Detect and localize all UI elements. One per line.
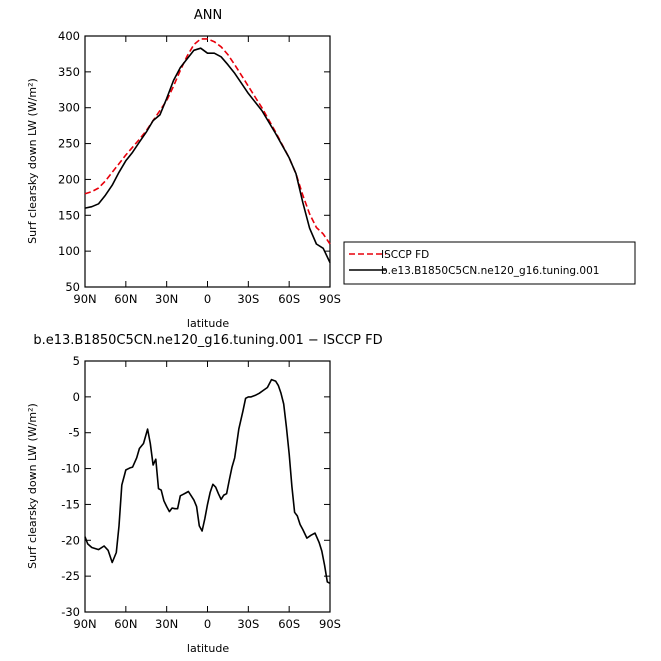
top-y-tick-label: 200 bbox=[58, 172, 80, 186]
bottom-y-tick-label: -25 bbox=[61, 569, 80, 583]
bottom-x-axis-label: latitude bbox=[187, 642, 229, 655]
legend-label-isccp: ISCCP FD bbox=[381, 249, 429, 261]
top-y-tick-label: 350 bbox=[58, 65, 80, 79]
top-y-tick-label: 50 bbox=[65, 280, 80, 294]
bottom-y-axis-label: Surf clearsky down LW (W/m²) bbox=[26, 403, 39, 569]
top-x-tick-label: 30N bbox=[155, 292, 178, 306]
top-x-tick-label: 60N bbox=[114, 292, 137, 306]
top-x-tick-label: 30S bbox=[237, 292, 259, 306]
bottom-y-tick-label: 5 bbox=[73, 354, 80, 368]
top-chart: ANN 90N 60N 30N 0 30S 60S 90S 50 100 150 200 250 30… bbox=[26, 8, 341, 330]
bottom-y-tick-label: -20 bbox=[61, 533, 80, 547]
top-y-tick-label: 250 bbox=[58, 137, 80, 151]
legend-box bbox=[343, 241, 636, 285]
bottom-y-ticks: -30 -25 -20 -15 -10 -5 0 5 bbox=[61, 354, 330, 619]
bottom-x-tick-label: 90S bbox=[319, 617, 341, 631]
top-plot-frame bbox=[84, 35, 331, 288]
top-y-tick-label: 150 bbox=[58, 208, 80, 222]
top-x-axis-label: latitude bbox=[187, 317, 229, 330]
top-x-tick-label: 90S bbox=[319, 292, 341, 306]
top-series-line-1 bbox=[84, 47, 331, 263]
top-y-ticks: 50 100 150 200 250 300 350 400 bbox=[58, 29, 330, 294]
bottom-y-tick-label: -10 bbox=[61, 462, 80, 476]
top-y-tick-label: 100 bbox=[58, 244, 80, 258]
bottom-chart: b.e13.B1850C5CN.ne120_g16.tuning.001 − I… bbox=[26, 333, 383, 655]
bottom-y-tick-label: -5 bbox=[69, 426, 80, 440]
bottom-x-ticks: 90N 60N 30N 0 30S 60S 90S bbox=[73, 361, 341, 631]
top-series-line-0 bbox=[84, 38, 331, 245]
bottom-x-tick-label: 60S bbox=[278, 617, 300, 631]
legend: ISCCP FD b.e13.B1850C5CN.ne120_g16.tunin… bbox=[343, 241, 636, 285]
bottom-series-line-0 bbox=[84, 378, 331, 585]
bottom-x-tick-label: 0 bbox=[204, 617, 211, 631]
top-y-axis-label: Surf clearsky down LW (W/m²) bbox=[26, 78, 39, 244]
bottom-x-tick-label: 60N bbox=[114, 617, 137, 631]
bottom-x-tick-label: 30S bbox=[237, 617, 259, 631]
top-chart-title: ANN bbox=[194, 8, 222, 23]
top-x-tick-label: 60S bbox=[278, 292, 300, 306]
bottom-y-tick-label: 0 bbox=[73, 390, 80, 404]
bottom-chart-title: b.e13.B1850C5CN.ne120_g16.tuning.001 − I… bbox=[33, 333, 382, 348]
legend-label-model: b.e13.B1850C5CN.ne120_g16.tuning.001 bbox=[381, 265, 599, 277]
bottom-x-tick-label: 30N bbox=[155, 617, 178, 631]
bottom-y-tick-label: -15 bbox=[61, 497, 80, 511]
top-x-tick-label: 90N bbox=[73, 292, 96, 306]
bottom-series-group bbox=[84, 378, 331, 585]
top-series-group bbox=[84, 38, 331, 263]
top-y-tick-label: 300 bbox=[58, 101, 80, 115]
top-x-tick-label: 0 bbox=[204, 292, 211, 306]
bottom-y-tick-label: -30 bbox=[61, 605, 80, 619]
top-y-tick-label: 400 bbox=[58, 29, 80, 43]
bottom-x-tick-label: 90N bbox=[73, 617, 96, 631]
